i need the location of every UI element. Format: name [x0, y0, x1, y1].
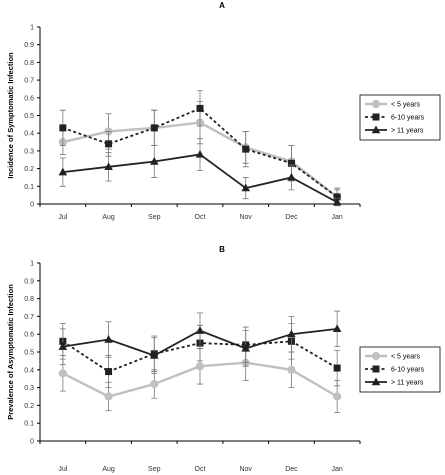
data-point: [150, 379, 159, 389]
chart-panel-b: B Prevalence of Asymptomatic Infection 0 0.…: [6, 245, 441, 473]
y-tick-label: 0: [30, 439, 34, 446]
data-point: [242, 145, 250, 153]
panel-title: B: [219, 245, 225, 254]
panel-title: A: [219, 1, 225, 10]
y-tick-label: 0.6: [24, 95, 34, 102]
y-tick-label: 0.8: [24, 60, 34, 67]
y-tick-label: 1: [30, 261, 34, 268]
y-tick-label: 0.1: [24, 421, 34, 428]
x-tick-label: Nov: [239, 214, 252, 221]
x-tick-label: Jul: [58, 214, 67, 221]
x-tick-label: Dec: [285, 214, 298, 221]
x-tick-label: Nov: [239, 466, 252, 473]
data-point: [287, 329, 296, 338]
y-tick-label: 0.7: [24, 314, 34, 321]
y-tick-label: 0.6: [24, 332, 34, 339]
data-point: [150, 124, 158, 132]
y-axis-label: Incidence of Symptomatic Infection: [6, 52, 15, 179]
chart-panel-a: A Incidence of Symptomatic Infection 0 0.1 0…: [6, 1, 441, 221]
legend: < 5 years 6-10 years > 11 years: [359, 346, 441, 393]
y-tick-label: 0.2: [24, 166, 34, 173]
data-point: [287, 365, 296, 374]
data-point: [195, 326, 205, 334]
legend-marker: [372, 113, 380, 121]
data-point: [58, 167, 68, 176]
x-tick-label: Sep: [148, 214, 161, 221]
data-point: [58, 342, 68, 350]
data-point: [287, 159, 295, 167]
legend-marker: [371, 377, 381, 386]
y-tick-label: 0.5: [24, 350, 34, 357]
x-tick-label: Jan: [331, 466, 342, 473]
data-point: [287, 172, 296, 181]
legend-marker: [371, 125, 381, 134]
y-tick-label: 0.9: [24, 42, 34, 49]
data-point: [104, 335, 113, 343]
y-tick-label: 0.7: [24, 78, 34, 85]
y-tick-label: 1: [30, 25, 34, 32]
x-tick-label: Aug: [102, 466, 115, 473]
series-3: [58, 138, 342, 207]
legend: < 5 years 6-10 years > 11 years: [359, 94, 441, 141]
data-point: [105, 140, 113, 148]
data-point: [149, 157, 159, 165]
x-tick-label: Oct: [195, 214, 206, 221]
y-tick-label: 0.4: [24, 131, 34, 138]
legend-marker: [371, 351, 381, 361]
data-point: [196, 104, 204, 112]
data-point: [333, 364, 341, 372]
y-tick-label: 0.5: [24, 113, 34, 120]
x-tick-label: Dec: [285, 466, 298, 473]
y-tick-label: 0.8: [24, 296, 34, 303]
data-point: [332, 324, 342, 333]
data-point: [105, 368, 113, 376]
series-3: [58, 310, 342, 374]
legend-label: 6-10 years: [391, 367, 425, 374]
data-point: [59, 124, 67, 132]
x-tick-label: Jan: [331, 214, 342, 221]
legend-label: > 11 years: [391, 128, 424, 135]
x-tick-label: Sep: [148, 466, 161, 473]
legend-marker: [371, 99, 381, 109]
legend-label: < 5 years: [391, 102, 420, 109]
data-point: [104, 162, 113, 171]
data-point: [333, 392, 342, 401]
data-point: [241, 183, 251, 192]
y-tick-label: 0.2: [24, 403, 34, 410]
data-point: [104, 392, 113, 401]
data-point: [333, 193, 341, 201]
legend-label: < 5 years: [391, 354, 420, 361]
legend-marker: [372, 365, 380, 373]
y-tick-label: 0: [30, 202, 34, 209]
y-tick-label: 0.4: [24, 367, 34, 374]
data-point: [195, 362, 205, 371]
data-point: [241, 343, 251, 352]
x-tick-label: Jul: [58, 466, 67, 473]
y-tick-label: 0.3: [24, 148, 34, 155]
x-tick-label: Oct: [195, 466, 206, 473]
y-tick-label: 0.1: [24, 184, 34, 191]
data-point: [195, 149, 205, 158]
legend-label: 6-10 years: [391, 115, 425, 122]
y-tick-label: 0.9: [24, 278, 34, 285]
y-axis-label: Prevalence of Asymptomatic Infection: [6, 284, 15, 420]
legend-label: > 11 years: [391, 380, 424, 387]
data-point: [149, 351, 159, 359]
data-point: [58, 369, 67, 378]
y-tick-label: 0.3: [24, 385, 34, 392]
data-point: [332, 197, 342, 206]
x-tick-label: Aug: [102, 214, 115, 221]
